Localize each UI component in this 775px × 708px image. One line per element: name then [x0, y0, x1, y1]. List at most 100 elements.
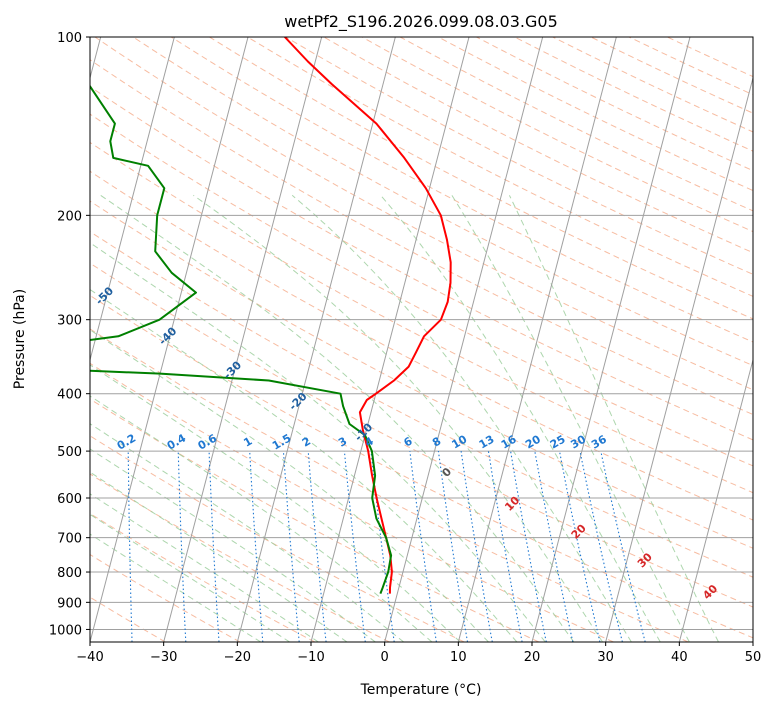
mixing-ratio-line: [177, 451, 187, 642]
dry-adiabat: [90, 328, 689, 642]
mixing-ratio-label: 10: [449, 432, 469, 451]
dry-adiabat: [90, 141, 753, 494]
y-tick-label: 200: [57, 209, 82, 224]
mixing-ratio-line: [510, 451, 547, 642]
mixing-ratio-line: [343, 451, 366, 642]
isotherm: [384, 37, 544, 642]
y-tick-label: 500: [57, 445, 82, 460]
isotherm: [236, 37, 396, 642]
line-labels: 0.10.20.40.611.52346810131620253036-100-…: [68, 284, 721, 602]
mixing-ratio-label: 36: [589, 432, 609, 451]
x-tick-label: −10: [297, 650, 324, 665]
moist-adiabat-label: 10: [502, 494, 522, 514]
mixing-ratio-label: 3: [336, 435, 349, 450]
dry-adiabat: [90, 553, 241, 642]
x-tick-label: 20: [524, 650, 541, 665]
mixing-ratio-label: 0.6: [196, 431, 220, 452]
dry-adiabat: [90, 294, 753, 639]
dry-adiabat: [323, 37, 753, 254]
moist-adiabat: [100, 194, 575, 642]
y-tick-label: 1000: [49, 623, 82, 638]
x-tick-label: 50: [745, 650, 762, 665]
y-tick-label: 400: [57, 388, 82, 403]
y-tick-label: 900: [57, 596, 82, 611]
isotherm-label: -40: [156, 324, 179, 347]
dry-adiabat: [90, 170, 753, 521]
isotherm: [678, 357, 753, 642]
mixing-ratio-label: 16: [499, 432, 519, 451]
mixing-ratio-label: 6: [402, 434, 415, 449]
isotherm: [90, 37, 249, 642]
moist-adiabat-label: 20: [569, 521, 589, 541]
mixing-ratio-label: 25: [548, 433, 568, 452]
y-tick-label: 800: [57, 566, 82, 581]
dry-adiabat: [90, 512, 315, 642]
dry-adiabat: [90, 398, 540, 642]
moist-adiabat: [90, 242, 546, 642]
moist-adiabat: [380, 194, 661, 642]
moist-adiabat: [291, 194, 632, 642]
dry-adiabat: [285, 37, 753, 275]
moist-adiabat: [193, 194, 604, 642]
isotherm: [163, 37, 323, 642]
y-tick-label: 600: [57, 492, 82, 507]
mixing-ratio-line: [487, 451, 523, 642]
y-tick-label: 300: [57, 314, 82, 329]
moist-adiabat-label: 40: [700, 582, 720, 602]
dry-adiabat: [90, 59, 753, 416]
x-tick-label: 40: [671, 650, 688, 665]
isotherm: [752, 640, 753, 642]
isotherm: [531, 37, 691, 642]
dry-adiabat: [90, 262, 753, 608]
temperature-line: [284, 37, 452, 594]
dry-adiabat: [94, 37, 753, 391]
dry-adiabat: [90, 86, 753, 441]
moist-adiabat: [90, 395, 433, 642]
x-tick-label: 30: [597, 650, 614, 665]
mixing-ratio-label: 0.2: [115, 432, 138, 453]
mixing-ratio-label: 8: [430, 435, 443, 450]
dry-adiabat: [667, 37, 753, 78]
x-tick-label: 0: [381, 650, 389, 665]
mixing-ratio-label: 20: [523, 432, 543, 451]
dry-adiabat: [132, 37, 753, 367]
dry-adiabat: [90, 113, 753, 467]
mixing-ratio-label: 1: [241, 435, 254, 450]
moist-adiabat-label: 30: [635, 550, 655, 570]
mixing-ratio-line: [127, 451, 133, 642]
moist-adiabat: [90, 364, 461, 642]
plot-frame: [89, 36, 754, 643]
mixing-ratio-label: 0.4: [165, 431, 189, 452]
mixing-ratio-label: 30: [568, 432, 588, 451]
mixing-ratio-label: 0.1: [68, 432, 91, 453]
moist-adiabat: [90, 471, 348, 642]
mixing-ratio-line: [558, 450, 601, 642]
y-tick-label: 700: [57, 532, 82, 547]
moist-adiabat: [90, 493, 319, 642]
moist-adiabat: [508, 195, 719, 642]
dry-adiabat: [247, 37, 753, 297]
dry-adiabat: [90, 473, 390, 642]
isotherm: [310, 37, 470, 642]
moist-adiabat: [90, 513, 290, 642]
x-tick-label: −40: [76, 650, 103, 665]
dewpoint-line: [90, 84, 393, 594]
mixing-ratio-line: [307, 451, 327, 642]
y-axis-title: Pressure (hPa): [12, 289, 28, 389]
x-tick-label: 10: [450, 650, 467, 665]
axes: −40 −30 −20 −10 0 10 20 30 40 5010020030040050060…: [49, 31, 761, 665]
dry-adiabat: [438, 37, 753, 192]
dry-adiabat: [209, 37, 753, 320]
moist-adiabat: [90, 448, 376, 642]
mixing-ratio-line: [579, 450, 623, 642]
chart-title: wetPf2_S196.2026.099.08.03.G05: [284, 12, 558, 32]
mixing-ratio-line: [600, 450, 646, 642]
background-lines: [90, 37, 753, 642]
x-tick-label: −30: [150, 650, 177, 665]
y-tick-label: 100: [57, 31, 82, 46]
sounding-series: [90, 37, 452, 594]
mixing-ratio-line: [249, 451, 264, 642]
dry-adiabat: [399, 37, 753, 212]
mixing-ratio-label: 2: [300, 435, 313, 450]
